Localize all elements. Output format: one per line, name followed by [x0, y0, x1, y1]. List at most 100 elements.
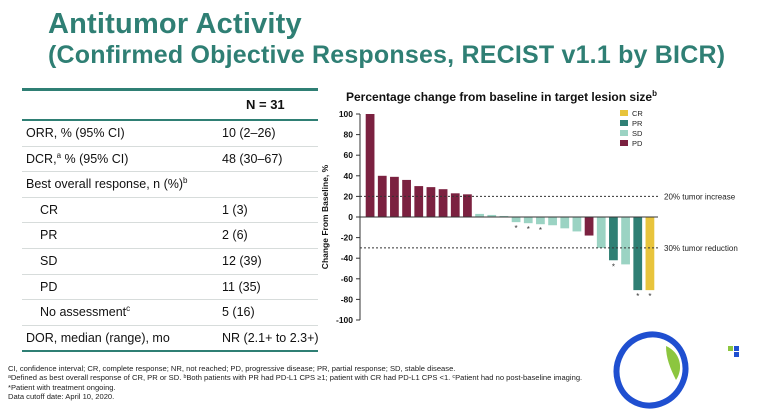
y-tick-label: -100 — [336, 315, 353, 325]
row-label-text: PR — [40, 228, 58, 243]
row-label-text: Best overall response, n (%) — [26, 177, 184, 192]
bar-sd — [572, 217, 582, 232]
company-logo — [613, 331, 689, 409]
row-label-text: DCR, — [26, 151, 57, 166]
row-label: Best overall response, n (%)b — [26, 172, 187, 197]
bar-pd — [377, 175, 387, 217]
row-label: SD — [40, 249, 57, 274]
table-row: DCR,a % (95% CI) 48 (30–67) — [22, 147, 318, 173]
y-tick-label: -80 — [341, 294, 354, 304]
legend-swatch — [620, 120, 628, 126]
y-tick-label: -60 — [341, 274, 354, 284]
ongoing-marker: * — [636, 292, 639, 301]
table-row: PR 2 (6) — [22, 223, 318, 249]
y-tick-label: 40 — [344, 171, 354, 181]
row-label-footnote: a — [56, 150, 62, 160]
bar-pd — [426, 187, 436, 217]
row-label-suffix: % (95% CI) — [61, 151, 129, 166]
legend-swatch — [620, 140, 628, 146]
footnote-line: ᵃDefined as best overall response of CR,… — [8, 373, 583, 383]
bar-sd — [511, 217, 521, 223]
reference-line-label: 30% tumor reduction — [664, 244, 738, 253]
bar-pd — [365, 114, 375, 217]
row-label: ORR, % (95% CI) — [26, 121, 125, 146]
page-title: Antitumor Activity (Confirmed Objective … — [48, 8, 725, 70]
legend-label: PD — [632, 139, 643, 148]
ongoing-marker: * — [515, 224, 518, 233]
ongoing-marker: * — [612, 262, 615, 271]
y-tick-label: 60 — [344, 150, 354, 160]
results-table: N = 31 ORR, % (95% CI) 10 (2–26) DCR,a % (… — [22, 88, 319, 353]
title-line-1: Antitumor Activity — [48, 8, 302, 40]
legend-swatch — [620, 110, 628, 116]
footnote-line: *Patient with treatment ongoing. — [8, 382, 116, 392]
footnote-line: CI, confidence interval; CR, complete re… — [8, 364, 456, 373]
ongoing-marker: * — [527, 225, 530, 234]
legend-label: PR — [632, 119, 643, 128]
table-header: N = 31 — [22, 91, 318, 121]
bar-pr — [609, 217, 618, 261]
row-label-text: ORR, % (95% CI) — [26, 126, 125, 140]
legend-label: SD — [632, 129, 643, 138]
row-label-text: SD — [40, 253, 58, 268]
row-value: 11 (35) — [222, 279, 261, 294]
y-tick-label: 0 — [348, 212, 353, 222]
bar-pr — [633, 217, 643, 291]
waterfall-chart: 100 80 60 40 20 0 -20 -40 -60 -80 -100 Change From … — [320, 109, 738, 325]
row-label-text: CR — [40, 202, 59, 217]
table-row: No assessmentc 5 (16) — [22, 300, 318, 326]
bar-pd — [450, 193, 460, 217]
bar-sd — [536, 217, 545, 225]
chart-title-sup: b — [652, 89, 657, 98]
row-label: PR — [40, 223, 57, 248]
footnotes: CI, confidence interval; CR, complete re… — [8, 364, 582, 401]
y-tick-label: 100 — [339, 109, 353, 119]
bar-pd — [463, 194, 472, 217]
bar-pd — [390, 176, 399, 217]
bar-sd — [499, 215, 509, 217]
bar-pd — [402, 179, 411, 217]
bar-sd — [523, 217, 533, 224]
row-label: CR — [40, 198, 58, 223]
row-value: 12 (39) — [222, 253, 262, 268]
bar-sd — [487, 214, 497, 217]
bar-pd — [584, 217, 594, 236]
row-value: NR (2.1+ to 2.3+) — [222, 330, 319, 345]
bar-pd — [414, 186, 424, 217]
row-label: DOR, median (range), mo — [26, 326, 170, 351]
bar-sd — [596, 217, 606, 248]
chart-title-text: Percentage change from baseline in targe… — [346, 90, 653, 104]
row-label-text: DOR, median (range), mo — [26, 330, 170, 345]
table-row: PD 11 (35) — [22, 275, 318, 301]
y-tick-label: -40 — [341, 253, 354, 263]
ongoing-marker: * — [539, 226, 542, 235]
bar-cr — [645, 217, 655, 291]
table-row: Best overall response, n (%)b — [22, 172, 318, 198]
column-header-n: N = 31 — [246, 97, 285, 112]
row-label-text: PD — [40, 279, 58, 294]
row-label-footnote: b — [183, 176, 188, 186]
bar-sd — [548, 217, 557, 226]
legend-swatch — [620, 130, 628, 136]
row-value: 1 (3) — [222, 202, 248, 217]
row-label-text: No assessment — [40, 305, 127, 320]
bar-sd — [475, 213, 484, 217]
row-value: 5 (16) — [222, 305, 255, 320]
y-axis-label: Change From Baseline, % — [320, 164, 330, 269]
reference-line-label: 20% tumor increase — [664, 192, 736, 201]
row-label: No assessmentc — [40, 300, 130, 325]
table-row: CR 1 (3) — [22, 198, 318, 224]
bar-sd — [560, 217, 570, 229]
row-value: 48 (30–67) — [222, 151, 283, 166]
row-value: 2 (6) — [222, 228, 248, 243]
row-value: 10 (2–26) — [222, 126, 276, 140]
y-tick-label: 20 — [344, 191, 354, 201]
y-tick-label: -20 — [341, 233, 354, 243]
row-label-footnote: c — [126, 304, 131, 313]
corner-mark-icon — [728, 346, 739, 357]
bar-sd — [621, 217, 630, 265]
table-row: DOR, median (range), mo NR (2.1+ to 2.3+) — [22, 326, 319, 353]
footnote-line: Data cutoff date: April 10, 2020. — [8, 391, 115, 401]
bar-pd — [438, 189, 448, 217]
row-label: PD — [40, 275, 57, 300]
